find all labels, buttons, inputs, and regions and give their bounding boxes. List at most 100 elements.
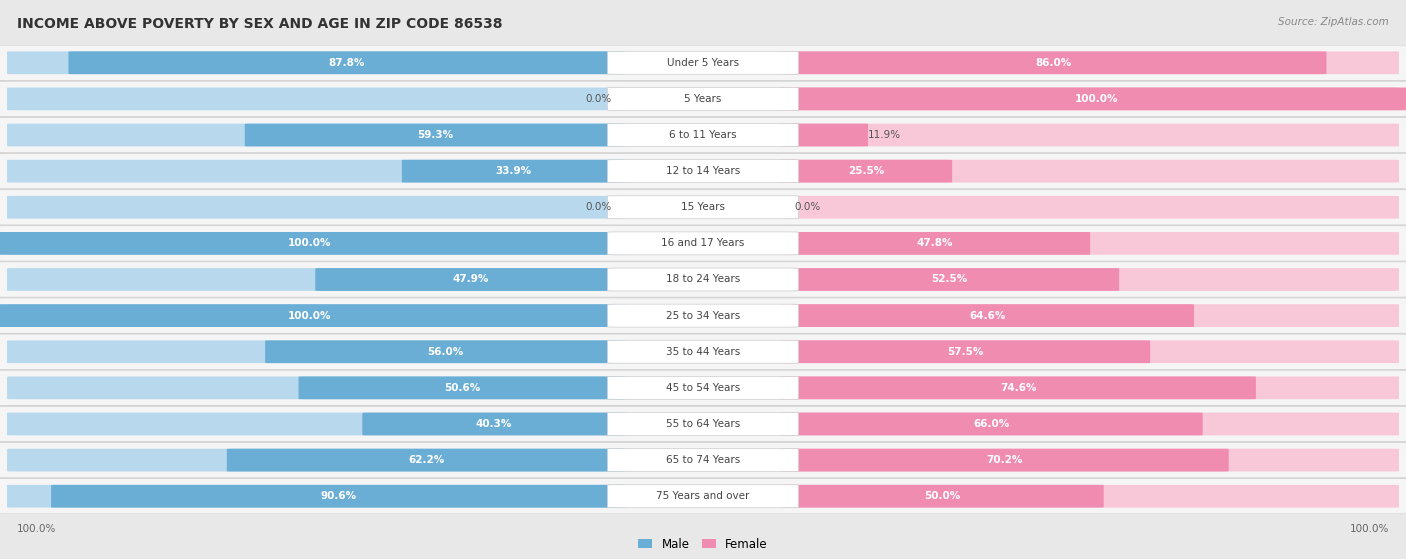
FancyBboxPatch shape — [780, 340, 1150, 363]
Text: 6 to 11 Years: 6 to 11 Years — [669, 130, 737, 140]
FancyBboxPatch shape — [7, 88, 626, 110]
FancyBboxPatch shape — [7, 485, 626, 508]
Text: 40.3%: 40.3% — [475, 419, 512, 429]
FancyBboxPatch shape — [780, 88, 1406, 110]
Text: 74.6%: 74.6% — [1000, 383, 1036, 393]
FancyBboxPatch shape — [0, 226, 1406, 261]
FancyBboxPatch shape — [0, 45, 1406, 80]
FancyBboxPatch shape — [780, 88, 1399, 110]
Text: Source: ZipAtlas.com: Source: ZipAtlas.com — [1278, 17, 1389, 27]
FancyBboxPatch shape — [69, 51, 626, 74]
Text: 45 to 54 Years: 45 to 54 Years — [666, 383, 740, 393]
FancyBboxPatch shape — [0, 406, 1406, 442]
FancyBboxPatch shape — [7, 232, 626, 255]
Text: 64.6%: 64.6% — [969, 311, 1005, 321]
Text: 16 and 17 Years: 16 and 17 Years — [661, 238, 745, 248]
FancyBboxPatch shape — [780, 485, 1104, 508]
FancyBboxPatch shape — [607, 376, 799, 399]
FancyBboxPatch shape — [780, 232, 1090, 255]
Text: 47.8%: 47.8% — [917, 238, 953, 248]
FancyBboxPatch shape — [607, 304, 799, 327]
FancyBboxPatch shape — [607, 51, 799, 74]
Text: 59.3%: 59.3% — [418, 130, 453, 140]
FancyBboxPatch shape — [607, 124, 799, 146]
FancyBboxPatch shape — [0, 81, 1406, 117]
FancyBboxPatch shape — [780, 485, 1399, 508]
FancyBboxPatch shape — [0, 442, 1406, 478]
FancyBboxPatch shape — [7, 160, 626, 183]
Text: 0.0%: 0.0% — [585, 202, 612, 212]
FancyBboxPatch shape — [7, 51, 626, 74]
FancyBboxPatch shape — [0, 334, 1406, 369]
Text: 62.2%: 62.2% — [408, 455, 444, 465]
Text: 47.9%: 47.9% — [453, 274, 489, 285]
FancyBboxPatch shape — [7, 124, 626, 146]
FancyBboxPatch shape — [607, 160, 799, 183]
Text: 33.9%: 33.9% — [496, 166, 531, 176]
FancyBboxPatch shape — [0, 304, 626, 327]
FancyBboxPatch shape — [780, 376, 1399, 399]
Text: 100.0%: 100.0% — [17, 524, 56, 534]
FancyBboxPatch shape — [402, 160, 626, 183]
Text: 90.6%: 90.6% — [321, 491, 357, 501]
FancyBboxPatch shape — [780, 51, 1399, 74]
Text: 87.8%: 87.8% — [329, 58, 366, 68]
Text: 0.0%: 0.0% — [585, 94, 612, 104]
Text: 75 Years and over: 75 Years and over — [657, 491, 749, 501]
FancyBboxPatch shape — [780, 449, 1399, 471]
FancyBboxPatch shape — [780, 51, 1326, 74]
FancyBboxPatch shape — [51, 485, 626, 508]
FancyBboxPatch shape — [226, 449, 626, 471]
FancyBboxPatch shape — [780, 413, 1202, 435]
FancyBboxPatch shape — [607, 449, 799, 472]
FancyBboxPatch shape — [780, 124, 1399, 146]
Text: 55 to 64 Years: 55 to 64 Years — [666, 419, 740, 429]
FancyBboxPatch shape — [607, 268, 799, 291]
FancyBboxPatch shape — [0, 298, 1406, 333]
FancyBboxPatch shape — [780, 160, 1399, 183]
Text: 5 Years: 5 Years — [685, 94, 721, 104]
Text: 50.6%: 50.6% — [444, 383, 481, 393]
FancyBboxPatch shape — [0, 479, 1406, 514]
FancyBboxPatch shape — [607, 87, 799, 110]
Text: 100.0%: 100.0% — [288, 238, 330, 248]
FancyBboxPatch shape — [7, 449, 626, 471]
FancyBboxPatch shape — [7, 413, 626, 435]
Text: 57.5%: 57.5% — [948, 347, 983, 357]
Text: 0.0%: 0.0% — [794, 202, 821, 212]
FancyBboxPatch shape — [780, 124, 868, 146]
FancyBboxPatch shape — [7, 340, 626, 363]
Text: 50.0%: 50.0% — [924, 491, 960, 501]
Text: INCOME ABOVE POVERTY BY SEX AND AGE IN ZIP CODE 86538: INCOME ABOVE POVERTY BY SEX AND AGE IN Z… — [17, 17, 502, 31]
FancyBboxPatch shape — [780, 196, 1399, 219]
FancyBboxPatch shape — [780, 268, 1119, 291]
FancyBboxPatch shape — [0, 190, 1406, 225]
FancyBboxPatch shape — [7, 376, 626, 399]
Text: 100.0%: 100.0% — [1350, 524, 1389, 534]
Text: 86.0%: 86.0% — [1035, 58, 1071, 68]
FancyBboxPatch shape — [266, 340, 626, 363]
Text: 100.0%: 100.0% — [1076, 94, 1118, 104]
Text: Under 5 Years: Under 5 Years — [666, 58, 740, 68]
FancyBboxPatch shape — [7, 268, 626, 291]
FancyBboxPatch shape — [7, 196, 626, 219]
Text: 100.0%: 100.0% — [288, 311, 330, 321]
FancyBboxPatch shape — [0, 232, 626, 255]
Text: 11.9%: 11.9% — [868, 130, 901, 140]
FancyBboxPatch shape — [315, 268, 626, 291]
Text: 52.5%: 52.5% — [932, 274, 967, 285]
Text: 25.5%: 25.5% — [848, 166, 884, 176]
Text: 35 to 44 Years: 35 to 44 Years — [666, 347, 740, 357]
FancyBboxPatch shape — [0, 370, 1406, 406]
FancyBboxPatch shape — [607, 413, 799, 435]
FancyBboxPatch shape — [7, 304, 626, 327]
FancyBboxPatch shape — [0, 117, 1406, 153]
Text: 66.0%: 66.0% — [973, 419, 1010, 429]
Legend: Male, Female: Male, Female — [634, 533, 772, 555]
Text: 56.0%: 56.0% — [427, 347, 464, 357]
FancyBboxPatch shape — [780, 449, 1229, 471]
Text: 65 to 74 Years: 65 to 74 Years — [666, 455, 740, 465]
Text: 18 to 24 Years: 18 to 24 Years — [666, 274, 740, 285]
FancyBboxPatch shape — [780, 232, 1399, 255]
FancyBboxPatch shape — [780, 413, 1399, 435]
